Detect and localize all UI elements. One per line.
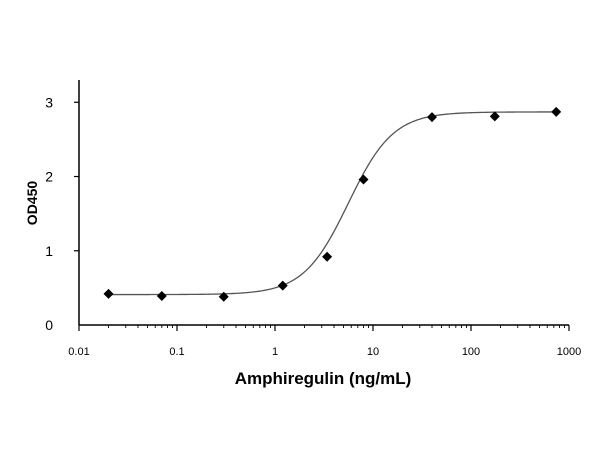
x-tick-label: 1 [272,346,278,358]
x-tick-label: 0.1 [169,346,184,358]
data-point [156,291,167,302]
data-points [103,106,562,302]
x-tick-label: 0.01 [68,346,89,358]
y-tick-label: 1 [45,243,53,259]
y-tick-label: 2 [45,169,53,185]
data-point [103,288,114,299]
x-tick-label: 10 [367,346,379,358]
data-point [489,111,500,122]
x-tick-label: 100 [462,346,480,358]
data-point [358,174,369,185]
fit-curve [108,111,557,296]
y-axis-title: OD450 [24,181,40,226]
data-point [218,291,229,302]
data-point [427,112,438,123]
y-axis-ticks: 0 1 2 3 [45,94,79,333]
y-tick-label: 0 [45,317,53,333]
data-point [551,106,562,117]
y-tick-label: 3 [45,94,53,110]
x-axis-title: Amphiregulin (ng/mL) [235,369,412,388]
axes [78,80,569,326]
x-axis-ticks: 0.01 0.1 1 10 100 1000 [68,325,581,358]
data-point [322,251,333,262]
x-tick-label: 1000 [557,346,581,358]
data-point [277,280,288,291]
